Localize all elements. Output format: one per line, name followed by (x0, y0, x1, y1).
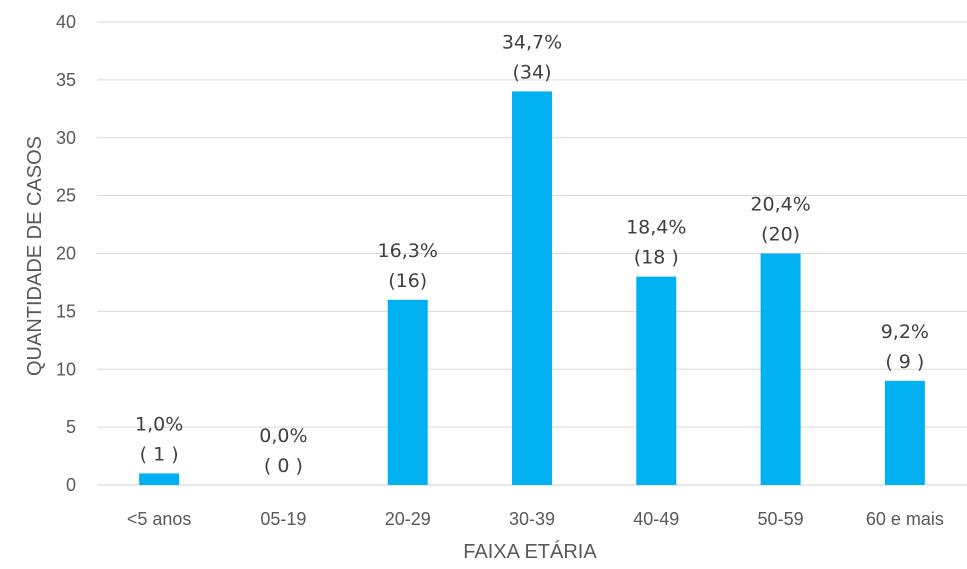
bar-60 e mais (884, 380, 925, 485)
x-axis-ticks: <5 anos 05-19 20-29 30-39 40-49 50-59 60 e mai… (127, 509, 944, 529)
data-label-percent: 18,4% (626, 217, 686, 239)
bars (139, 91, 925, 485)
y-tick-label: 35 (56, 70, 76, 90)
data-label-percent: 20,4% (750, 194, 810, 216)
data-label-percent: 34,7% (502, 31, 562, 53)
bar-20-29 (387, 299, 428, 485)
data-label-percent: 16,3% (378, 240, 438, 262)
data-label-percent: 9,2% (881, 321, 929, 343)
data-label-count: ( 9 ) (885, 351, 924, 373)
y-tick-label: 25 (56, 186, 76, 206)
data-label-count: ( 1 ) (140, 443, 179, 465)
x-tick-label: 60 e mais (866, 509, 944, 529)
y-tick-label: 10 (56, 359, 76, 379)
data-label-count: (20) (761, 224, 800, 246)
x-axis-title: FAIXA ETÁRIA (463, 540, 597, 563)
data-label-count: (16) (388, 270, 427, 292)
y-tick-label: 15 (56, 301, 76, 321)
x-tick-label: 30-39 (509, 509, 555, 529)
data-label-count: (34) (512, 61, 551, 83)
y-axis-ticks: 0 5 10 15 20 25 30 35 40 (56, 12, 76, 495)
data-label-percent: 0,0% (259, 425, 307, 447)
y-tick-label: 20 (56, 244, 76, 264)
data-label-percent: 1,0% (135, 413, 183, 435)
y-tick-label: 0 (66, 475, 76, 495)
bar-40-49 (636, 276, 677, 485)
y-tick-label: 5 (66, 417, 76, 437)
x-tick-label: 20-29 (385, 509, 431, 529)
y-tick-label: 30 (56, 128, 76, 148)
y-tick-label: 40 (56, 12, 76, 32)
data-label-count: ( 0 ) (264, 455, 303, 477)
bar-50-59 (760, 253, 801, 485)
x-tick-label: 50-59 (758, 509, 804, 529)
x-tick-label: <5 anos (127, 509, 192, 529)
bar-<5 anos (139, 473, 180, 485)
x-tick-label: 40-49 (633, 509, 679, 529)
data-labels: 1,0% ( 1 ) 0,0% ( 0 ) 16,3% (16) 34,7% (34) 18,4… (135, 31, 929, 477)
data-label-count: (18 ) (634, 247, 679, 269)
y-axis-title: QUANTIDADE DE CASOS (24, 136, 46, 376)
x-tick-label: 05-19 (260, 509, 306, 529)
bar-30-39 (512, 91, 552, 485)
